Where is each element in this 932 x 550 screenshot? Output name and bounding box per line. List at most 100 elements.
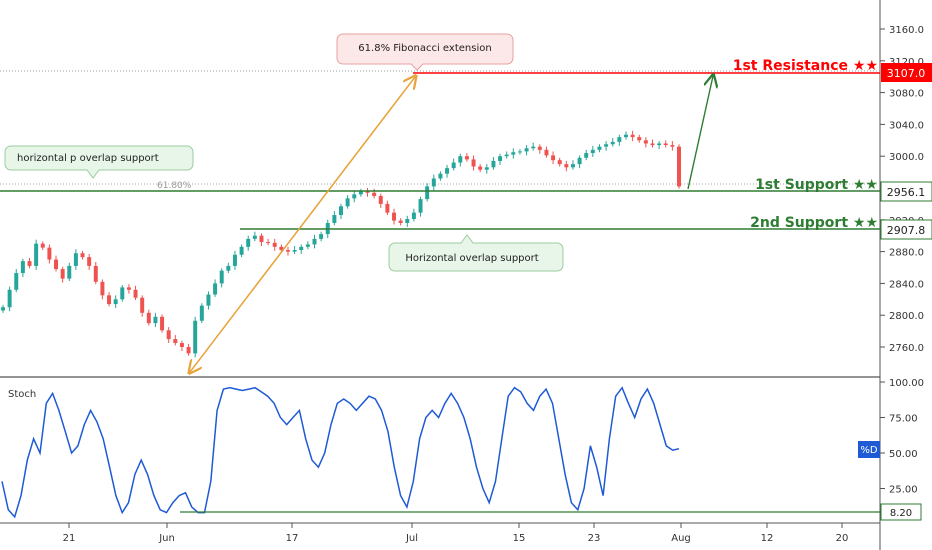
candle-body (637, 137, 642, 141)
time-tick-label: 17 (286, 533, 299, 544)
support-2-price-tag (880, 219, 932, 240)
candle-body (87, 257, 92, 266)
candle-body (179, 343, 184, 347)
candle-body (232, 254, 237, 266)
candle-body (663, 143, 668, 146)
candle-body (199, 305, 204, 321)
candle-body (531, 146, 536, 149)
price-tick-label: 2880.0 (889, 248, 924, 259)
time-tick-label: Jul (405, 533, 418, 544)
candle-body (372, 192, 377, 196)
candle-body (590, 149, 595, 154)
stoch-tick-label: 75.00 (889, 414, 918, 425)
right-callout-text: Horizontal overlap support (405, 253, 538, 264)
stoch-tick-label: 25.00 (889, 485, 918, 496)
candle-body (677, 146, 681, 187)
candle-body (551, 155, 556, 161)
fib-callout: 61.8% Fibonacci extension (336, 33, 514, 71)
fib-callout-text: 61.8% Fibonacci extension (358, 43, 491, 54)
candle-body (312, 238, 317, 245)
candle-body (319, 234, 324, 239)
price-tick-label: 3120.0 (889, 57, 924, 68)
stoch-axis: 100.00 75.00 50.00 25.00 (880, 378, 924, 496)
time-axis: 21 Jun 17 Jul 15 23 Aug 12 20 (63, 523, 848, 544)
candle-body (80, 253, 85, 258)
candle-body (517, 151, 522, 153)
candle-body (266, 242, 271, 244)
price-tick-label: 2840.0 (889, 279, 924, 290)
candle-body (584, 153, 589, 158)
candle-body (34, 243, 39, 266)
candle-body (564, 164, 569, 168)
candle-body (126, 287, 131, 290)
resistance-label: 1st Resistance ★★ (733, 58, 878, 74)
candle-body (279, 246, 284, 251)
left-callout-text: horizontal p overlap support (17, 153, 159, 164)
candle-body (60, 269, 65, 279)
candle-body (431, 178, 436, 187)
candle-body (1, 307, 5, 311)
candle-body (173, 339, 178, 344)
time-tick-label: 23 (588, 533, 601, 544)
fib-arrow-down (190, 76, 416, 372)
candle-body (285, 250, 290, 252)
candle-body (193, 320, 198, 354)
stoch-value-tag-text: %D (860, 445, 878, 456)
candle-body (504, 154, 509, 157)
candle-body (650, 143, 655, 146)
candle-body (498, 156, 503, 161)
time-tick-label: 12 (761, 533, 774, 544)
stoch-level-tag-text: 8.20 (890, 508, 912, 519)
candle-body (630, 134, 635, 138)
candle-body (100, 281, 105, 296)
candle-body (511, 152, 516, 155)
candle-body (160, 316, 165, 331)
candle-body (166, 330, 171, 340)
candle-body (445, 168, 450, 174)
price-tick-label: 2760.0 (889, 343, 924, 354)
candle-body (657, 143, 662, 146)
candle-body (670, 145, 675, 147)
stoch-line (1, 386, 680, 519)
candle-body (153, 316, 158, 324)
candle-body (186, 347, 191, 354)
stoch-level-tag (880, 503, 922, 521)
candle-body (299, 246, 304, 251)
time-tick-label: 21 (63, 533, 76, 544)
candle-body (27, 261, 32, 266)
candle-body (252, 235, 257, 239)
candle-body (491, 160, 496, 168)
candle-body (239, 246, 244, 255)
candle-body (7, 289, 12, 308)
candle-body (537, 146, 542, 150)
candle-body (557, 160, 562, 165)
candle-body (411, 212, 416, 220)
candle-body (133, 289, 138, 298)
candle-body (458, 156, 463, 163)
candle-body (577, 157, 582, 165)
candle-body (378, 195, 383, 204)
candle-body (451, 162, 456, 169)
candle-body (14, 273, 19, 290)
projection-arrow (687, 76, 713, 190)
candle-body (47, 247, 52, 260)
stoch-title: Stoch (8, 389, 36, 400)
candle-body (352, 194, 357, 199)
price-tick-label: 3000.0 (889, 152, 924, 163)
candle-body (604, 144, 609, 147)
resistance-price-tag-text: 3107.0 (887, 67, 926, 80)
candle-body (398, 220, 403, 223)
candle-body (484, 167, 489, 170)
candle-body (544, 149, 549, 156)
candle-body (332, 215, 337, 223)
price-tick-label: 3040.0 (889, 120, 924, 131)
candle-body (425, 186, 430, 200)
candle-body (54, 259, 59, 270)
candle-body (617, 137, 622, 142)
stoch-tick-label: 50.00 (889, 449, 918, 460)
candle-body (246, 238, 251, 247)
support-2-label: 2nd Support ★★ (750, 215, 878, 231)
right-callout: Horizontal overlap support (388, 234, 564, 272)
